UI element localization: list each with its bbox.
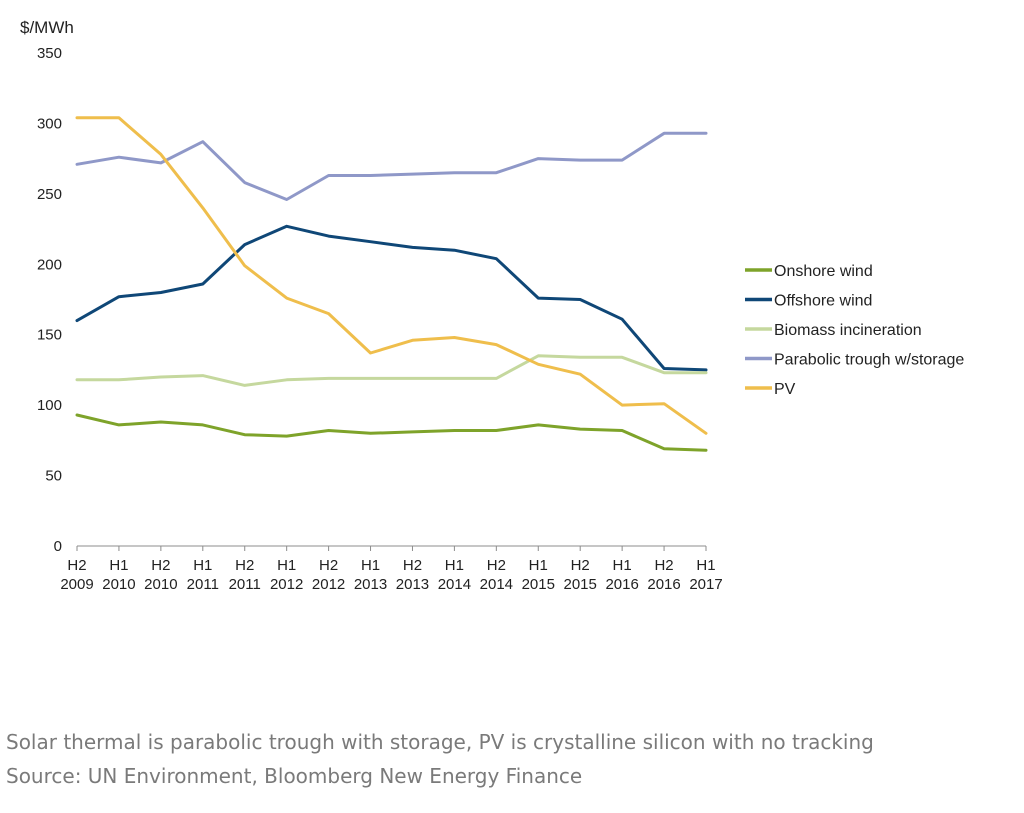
x-tick-label-half: H1: [193, 557, 212, 574]
caption-source: Source: UN Environment, Bloomberg New En…: [6, 764, 583, 788]
x-tick-label-year: 2013: [354, 576, 387, 593]
y-tick-label: 300: [37, 115, 62, 132]
y-axis-label: $/MWh: [20, 18, 74, 37]
x-tick-label-year: 2014: [438, 576, 471, 593]
x-tick-label-half: H1: [109, 557, 128, 574]
series-lines: [75, 116, 708, 452]
legend-label-parabolic-trough-w-storage: Parabolic trough w/storage: [774, 352, 964, 369]
x-tick-label-year: 2016: [647, 576, 680, 593]
x-tick-label-half: H2: [571, 557, 590, 574]
x-tick-label-half: H2: [67, 557, 86, 574]
y-tick-label: 150: [37, 327, 62, 344]
y-tick-label: 0: [54, 538, 62, 555]
x-tick-label-half: H1: [445, 557, 464, 574]
x-tick-label-year: 2011: [187, 576, 219, 593]
x-tick-label-year: 2012: [312, 576, 345, 593]
x-tick-label-year: 2013: [396, 576, 429, 593]
x-tick-label-year: 2014: [480, 576, 513, 593]
y-tick-label: 100: [37, 397, 62, 414]
x-tick-label-half: H2: [151, 557, 170, 574]
x-tick-label-year: 2011: [229, 576, 261, 593]
x-tick-label-year: 2016: [605, 576, 638, 593]
series-line-biomass-incineration: [75, 354, 708, 387]
x-tick-label-half: H1: [361, 557, 380, 574]
x-tick-label-half: H1: [529, 557, 548, 574]
line-chart: $/MWh 0 50 100 150 200 250 300 350 H2 2009 H1 2010…: [20, 18, 964, 593]
x-tick-label-year: 2010: [102, 576, 135, 593]
x-tick-label-year: 2015: [564, 576, 597, 593]
legend-label-biomass-incineration: Biomass incineration: [774, 322, 922, 339]
x-axis: H2 2009 H1 2010 H2 2010 H1 2011 H2 2011 H1 2012 H2 20…: [60, 545, 723, 593]
legend-label-onshore-wind: Onshore wind: [774, 263, 873, 280]
series-line-parabolic-trough-w-storage: [75, 131, 708, 201]
series-line-onshore-wind: [75, 413, 708, 452]
x-tick-label-year: 2010: [144, 576, 177, 593]
x-tick-label-half: H2: [403, 557, 422, 574]
y-tick-label: 250: [37, 186, 62, 203]
x-tick-label-year: 2017: [689, 576, 722, 593]
legend-label-pv: PV: [774, 381, 796, 398]
x-tick-label-half: H1: [613, 557, 632, 574]
y-tick-label: 50: [45, 468, 62, 485]
x-tick-label-year: 2015: [522, 576, 555, 593]
x-tick-label-half: H2: [235, 557, 254, 574]
caption-note: Solar thermal is parabolic trough with s…: [6, 730, 874, 754]
y-axis: 0 50 100 150 200 250 300 350: [37, 45, 62, 555]
x-tick-label-half: H2: [487, 557, 506, 574]
y-tick-label: 200: [37, 256, 62, 273]
x-tick-label-half: H2: [319, 557, 338, 574]
y-tick-label: 350: [37, 45, 62, 62]
x-tick-label-year: 2009: [60, 576, 93, 593]
legend: Onshore wind Offshore wind Biomass inciner…: [745, 263, 964, 398]
x-tick-label-half: H2: [654, 557, 673, 574]
legend-label-offshore-wind: Offshore wind: [774, 293, 872, 310]
x-tick-label-year: 2012: [270, 576, 303, 593]
x-tick-label-half: H1: [277, 557, 296, 574]
x-tick-label-half: H1: [696, 557, 715, 574]
series-line-pv: [75, 116, 708, 435]
series-line-offshore-wind: [75, 224, 708, 372]
